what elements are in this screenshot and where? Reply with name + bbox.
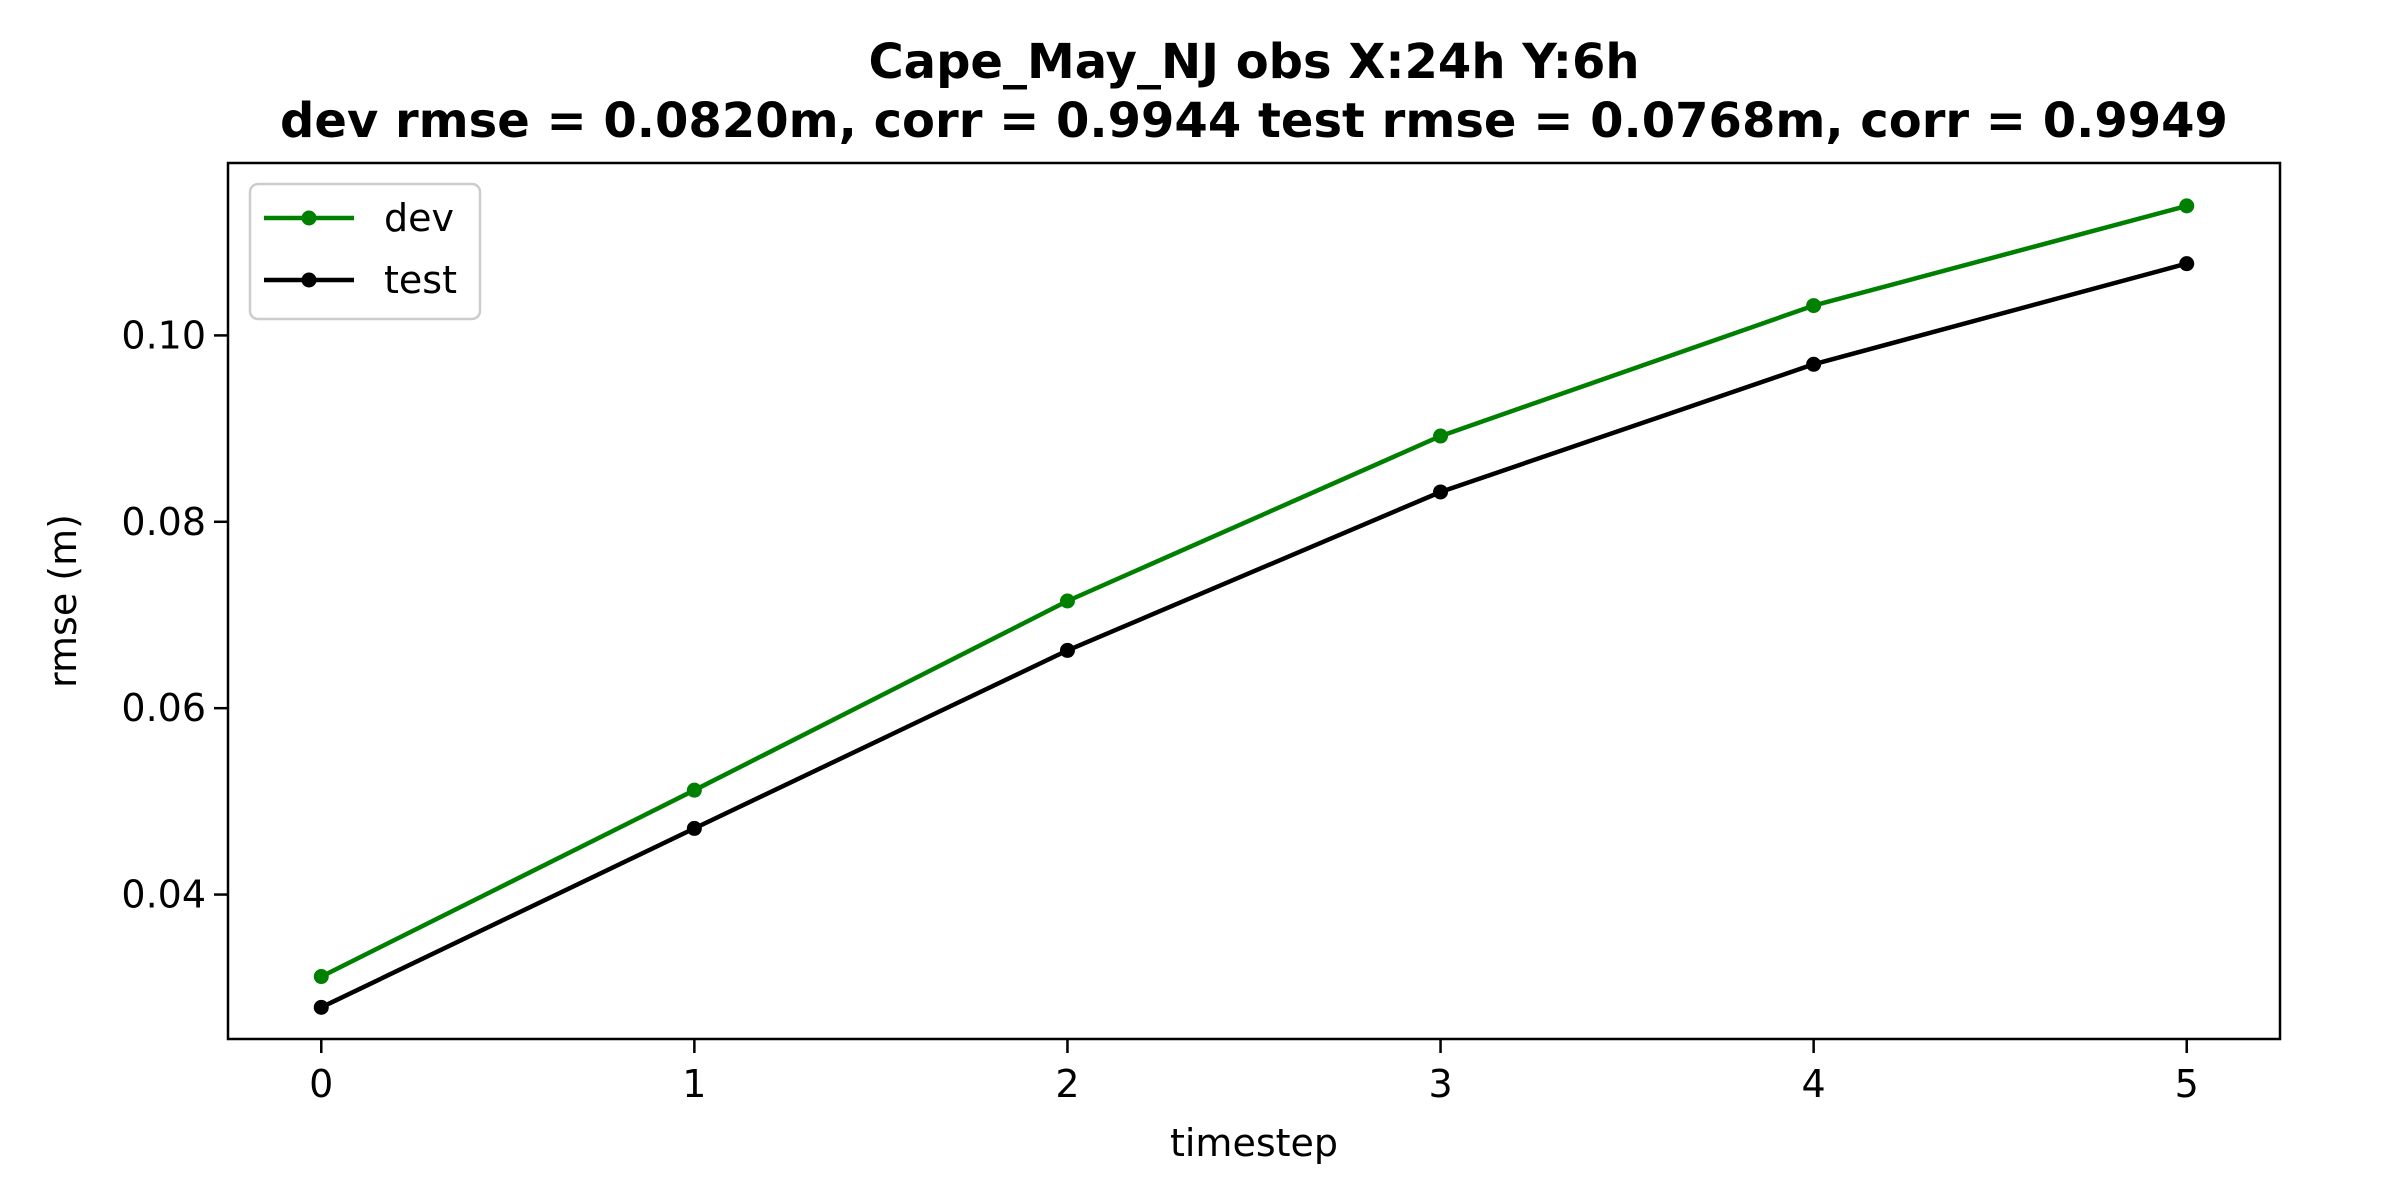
- plot-content: [313, 198, 2195, 1015]
- data-point-dev: [1806, 298, 1822, 314]
- chart-title-line1: Cape_May_NJ obs X:24h Y:6h: [868, 34, 1639, 90]
- series-line-test: [320, 261, 2188, 1010]
- y-tick-label: 0.04: [121, 873, 206, 917]
- chart-title-line2: dev rmse = 0.0820m, corr = 0.9944 test r…: [280, 93, 2228, 149]
- y-axis-label: rmse (m): [41, 514, 85, 688]
- x-axis: 0 1 2 3 4 5: [309, 1039, 2199, 1106]
- data-point-dev: [313, 969, 329, 985]
- data-point-dev: [686, 782, 702, 798]
- legend-marker-dev: [301, 210, 317, 226]
- y-axis: 0.04 0.06 0.08 0.10: [121, 313, 228, 917]
- data-point-test: [686, 820, 702, 836]
- plot-frame: [226, 161, 2282, 1041]
- series-line-dev: [320, 203, 2188, 979]
- legend-label-dev: dev: [384, 196, 454, 240]
- y-tick-label: 0.10: [121, 313, 206, 357]
- legend: dev test: [248, 182, 482, 321]
- x-tick-label: 4: [1802, 1062, 1826, 1106]
- data-point-test: [2179, 256, 2195, 272]
- y-tick-label: 0.08: [121, 500, 206, 544]
- data-point-test: [1806, 356, 1822, 372]
- x-tick-label: 2: [1055, 1062, 1079, 1106]
- data-point-test: [1059, 642, 1075, 658]
- legend-label-test: test: [384, 258, 457, 302]
- legend-marker-test: [301, 272, 317, 288]
- data-point-test: [1433, 484, 1449, 500]
- data-point-test: [313, 999, 329, 1015]
- data-point-dev: [1059, 593, 1075, 609]
- x-tick-label: 5: [2175, 1062, 2199, 1106]
- data-point-dev: [1433, 428, 1449, 444]
- legend-entries: dev test: [264, 196, 457, 302]
- y-tick-label: 0.06: [121, 686, 206, 730]
- data-point-dev: [2179, 198, 2195, 214]
- x-tick-label: 3: [1428, 1062, 1452, 1106]
- x-axis-label: timestep: [1170, 1121, 1338, 1165]
- x-tick-label: 1: [682, 1062, 706, 1106]
- x-tick-label: 0: [309, 1062, 333, 1106]
